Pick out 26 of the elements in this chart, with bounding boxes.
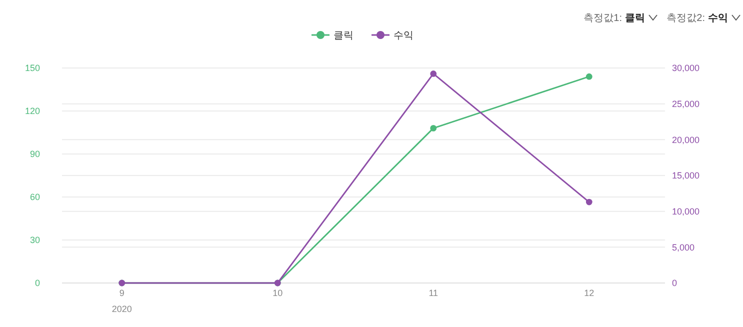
x-tick-label: 12 <box>584 288 594 298</box>
y2-tick-label: 20,000 <box>672 134 700 145</box>
text: 측정값1: <box>584 13 622 24</box>
text: 클릭 <box>625 13 645 24</box>
text: 2020 <box>112 304 132 314</box>
y-tick-label: 120 <box>24 106 40 116</box>
x-tick-label: 10 <box>272 288 283 298</box>
y2-tick-label: 15,000 <box>672 170 700 181</box>
legend-label: 클릭 <box>334 30 354 42</box>
y2-tick-label: 10,000 <box>672 206 700 216</box>
y-tick-label: 90 <box>30 149 40 160</box>
point <box>430 70 437 77</box>
y2-tick-label: 25,000 <box>672 98 700 109</box>
point <box>586 198 592 206</box>
y-tick-label: 150 <box>24 63 40 74</box>
y2-tick-label: 5,000 <box>672 242 695 252</box>
legend-label: 수익 <box>394 30 414 42</box>
text: 수익 <box>708 13 728 24</box>
y-tick-label: 0 <box>34 278 40 288</box>
y2-tick-label: 30,000 <box>672 63 700 74</box>
y-tick-label: 60 <box>30 192 40 202</box>
y2-tick-label: 0 <box>672 278 678 288</box>
x-tick-label: 9 <box>119 288 124 298</box>
x-tick-label: 11 <box>428 288 438 298</box>
text: 측정값2: <box>666 13 705 24</box>
y-tick-label: 30 <box>30 235 40 246</box>
